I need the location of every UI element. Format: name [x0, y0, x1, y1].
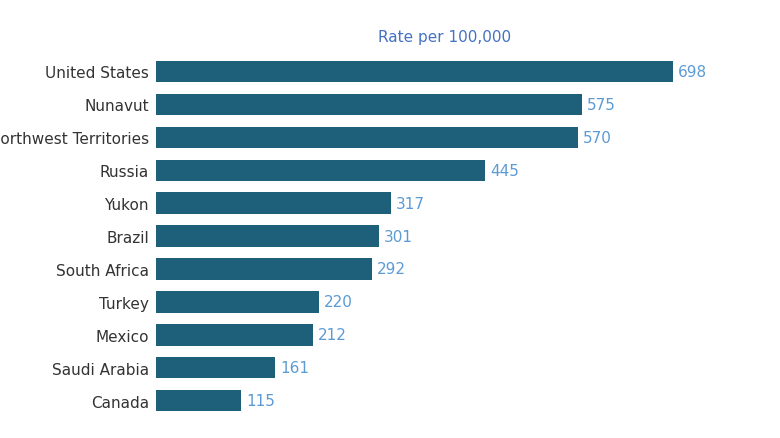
Bar — [156, 95, 582, 116]
Bar — [156, 193, 391, 214]
Text: 115: 115 — [246, 393, 275, 408]
Text: 317: 317 — [395, 196, 425, 211]
Text: 445: 445 — [491, 163, 519, 178]
Text: 161: 161 — [280, 360, 310, 375]
Bar — [156, 62, 672, 83]
Bar — [156, 226, 379, 247]
Text: 698: 698 — [678, 65, 707, 80]
Text: 301: 301 — [384, 229, 413, 244]
Bar — [156, 325, 313, 346]
Text: 212: 212 — [318, 328, 347, 343]
Title: Rate per 100,000: Rate per 100,000 — [378, 29, 511, 45]
Bar — [156, 390, 241, 411]
Bar — [156, 127, 578, 148]
Text: 575: 575 — [587, 98, 615, 113]
Bar — [156, 160, 485, 181]
Text: 570: 570 — [583, 131, 612, 145]
Bar — [156, 292, 319, 313]
Text: 220: 220 — [324, 295, 353, 310]
Bar — [156, 357, 275, 378]
Text: 292: 292 — [378, 262, 406, 277]
Bar — [156, 259, 372, 280]
